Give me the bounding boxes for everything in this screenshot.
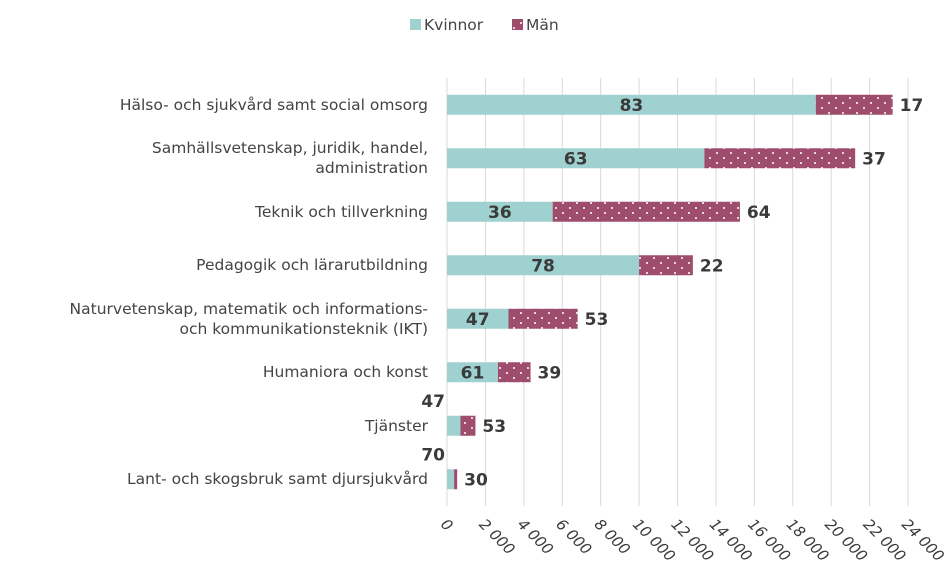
x-tick-label: 0 — [437, 515, 456, 534]
bar — [447, 308, 509, 329]
data-label: 70 — [421, 445, 445, 465]
x-tick-label: 6 000 — [552, 515, 595, 558]
legend-swatch — [512, 19, 523, 30]
bar — [447, 415, 461, 436]
category-label: Hälso- och sjukvård samt social omsorg — [119, 95, 428, 114]
data-label: 30 — [464, 470, 488, 490]
x-tick-label: 8 000 — [591, 515, 634, 558]
legend-label: Kvinnor — [424, 16, 484, 34]
data-label: 53 — [585, 310, 609, 330]
bar — [447, 94, 816, 115]
data-label: 22 — [700, 256, 724, 276]
x-tick-label: 2 000 — [475, 515, 518, 558]
data-label: 78 — [531, 256, 555, 276]
data-label: 53 — [482, 417, 506, 437]
data-label: 36 — [488, 203, 512, 223]
legend-swatch — [410, 19, 421, 30]
category-label: Samhällsvetenskap, juridik, handel, admi… — [151, 139, 428, 178]
bar — [552, 201, 740, 222]
category-label: Naturvetenskap, matematik och informatio… — [69, 299, 428, 338]
data-label: 61 — [461, 363, 485, 383]
bar — [447, 148, 705, 169]
bar — [447, 201, 553, 222]
category-label: Pedagogik och lärarutbildning — [196, 256, 428, 275]
bar — [447, 469, 455, 490]
bar — [447, 362, 498, 383]
data-label: 64 — [747, 203, 771, 223]
data-label: 39 — [538, 363, 562, 383]
bar — [815, 94, 893, 115]
bar — [508, 308, 578, 329]
category-label: Teknik och tillverkning — [255, 202, 428, 221]
data-label: 83 — [620, 96, 644, 116]
bar — [454, 469, 458, 490]
data-label: 63 — [564, 149, 588, 169]
category-label: Tjänster — [364, 416, 428, 435]
data-label: 47 — [466, 310, 490, 330]
bar — [704, 148, 856, 169]
data-label: 47 — [421, 392, 445, 412]
category-label: Lant- och skogsbruk samt djursjukvård — [127, 470, 428, 489]
bar — [460, 415, 476, 436]
data-label: 17 — [900, 96, 924, 116]
bar — [447, 255, 640, 276]
data-label: 37 — [862, 149, 886, 169]
legend-label: Män — [526, 16, 559, 34]
x-tick-label: 4 000 — [514, 515, 557, 558]
bar — [639, 255, 693, 276]
bar — [497, 362, 531, 383]
x-tick-label: 24 000 — [898, 515, 948, 565]
category-label: Humaniora och konst — [262, 363, 428, 382]
